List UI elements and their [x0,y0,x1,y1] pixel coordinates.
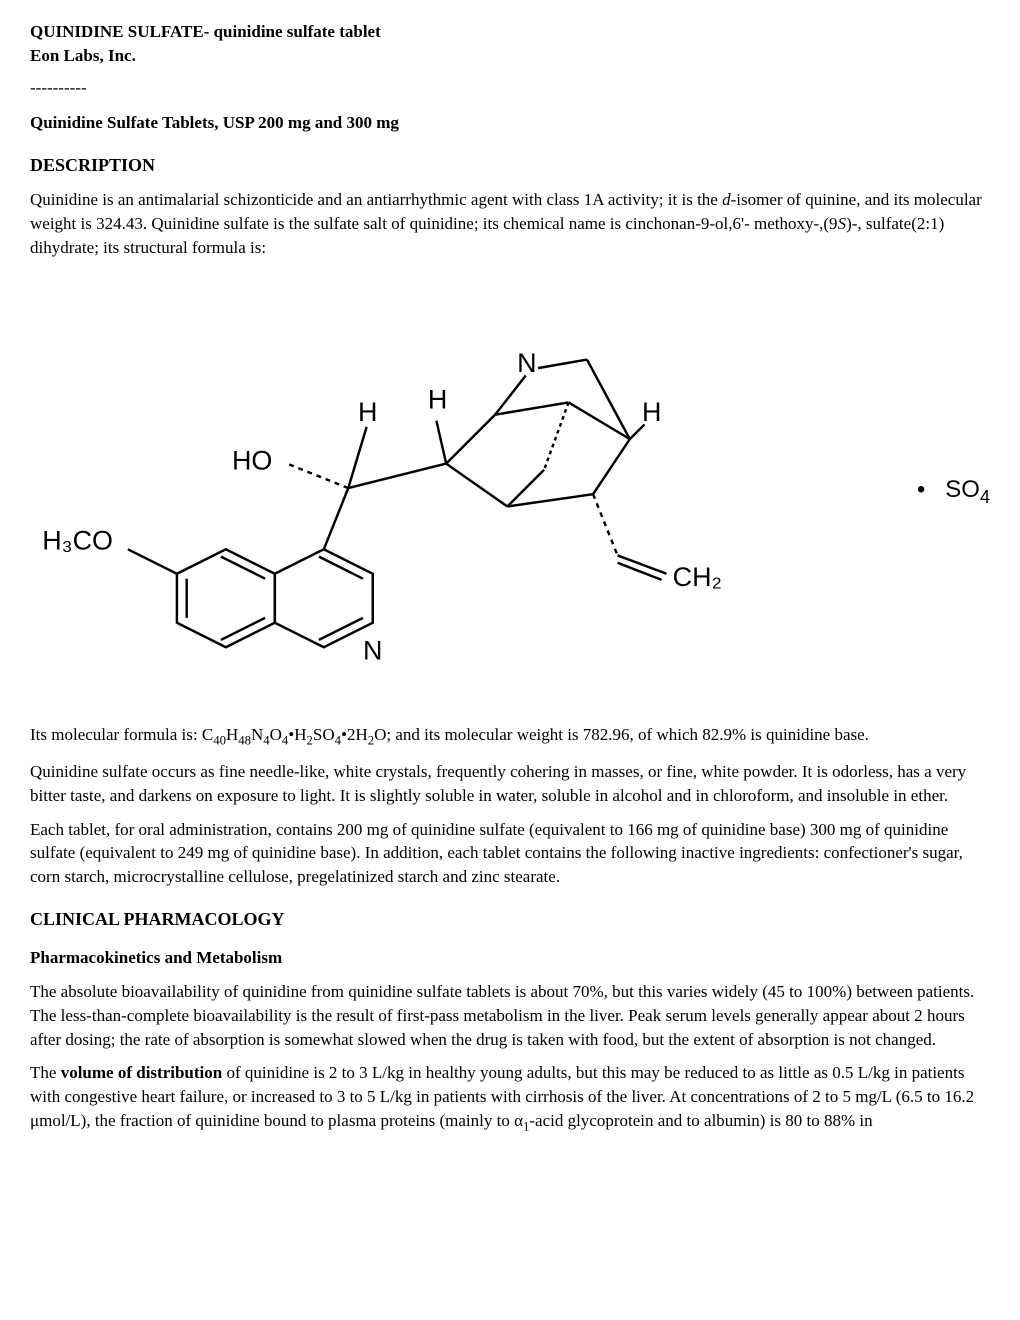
formula-part: H [226,725,238,744]
clinical-para-1: The absolute bioavailability of quinidin… [30,980,990,1051]
italic-s: S [838,214,847,233]
svg-text:H: H [642,397,661,427]
bold-volume: volume of distribution [61,1063,223,1082]
so4-salt-label: • SO4 [917,473,990,510]
so4-text: SO [945,476,980,503]
italic-d: d [722,190,731,209]
formula-sub: 48 [238,733,251,747]
clinical-heading: CLINICAL PHARMACOLOGY [30,907,990,932]
pharmacokinetics-heading: Pharmacokinetics and Metabolism [30,946,990,970]
structure-svg-container: N H₃CO HO H [30,280,887,703]
formula-part: N [251,725,263,744]
description-para-4: Each tablet, for oral administration, co… [30,818,990,889]
quinidine-structure-svg: N H₃CO HO H [30,280,887,696]
clinical-para-2: The volume of distribution of quinidine … [30,1061,990,1136]
svg-text:H: H [358,397,377,427]
formula-part: •2H [341,725,368,744]
svg-text:HO: HO [232,445,272,475]
section-divider: ---------- [30,76,990,100]
text-segment: Quinidine is an antimalarial schizontici… [30,190,722,209]
chemical-structure-figure: N H₃CO HO H [30,280,990,703]
description-para-2: Its molecular formula is: C40H48N4O4•H2S… [30,723,990,750]
drug-title: QUINIDINE SULFATE- quinidine sulfate tab… [30,20,990,44]
svg-text:N: N [363,635,382,665]
formula-sub: 40 [213,733,226,747]
document-header: QUINIDINE SULFATE- quinidine sulfate tab… [30,20,990,68]
description-para-1: Quinidine is an antimalarial schizontici… [30,188,990,259]
svg-text:H: H [428,384,447,414]
text-segment: The [30,1063,61,1082]
formula-part: O [374,725,386,744]
so4-sub: 4 [980,487,990,507]
svg-text:H₃CO: H₃CO [42,525,113,555]
text-segment: -acid glycoprotein and to albumin) is 80… [529,1111,872,1130]
svg-text:CH₂: CH₂ [673,562,722,592]
description-para-3: Quinidine sulfate occurs as fine needle-… [30,760,990,808]
description-heading: DESCRIPTION [30,153,990,178]
formula-part: •H [288,725,306,744]
manufacturer: Eon Labs, Inc. [30,44,990,68]
formula-part: O [270,725,282,744]
bullet: • [917,476,925,503]
svg-text:N: N [517,348,536,378]
text-segment: Its molecular formula is: C [30,725,213,744]
product-line: Quinidine Sulfate Tablets, USP 200 mg an… [30,111,990,135]
formula-part: SO [313,725,335,744]
text-segment: ; and its molecular weight is 782.96, of… [386,725,869,744]
